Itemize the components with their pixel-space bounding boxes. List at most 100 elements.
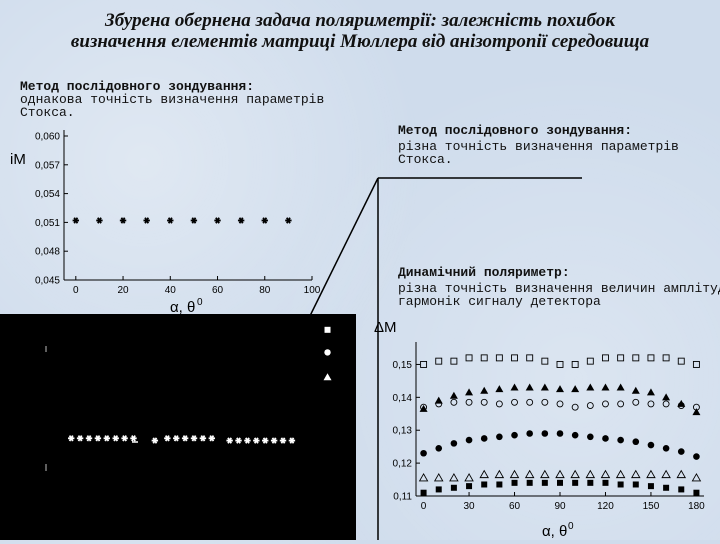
data-point [525, 383, 534, 391]
data-point [76, 435, 84, 442]
data-point [237, 217, 245, 224]
data-point [435, 445, 443, 452]
method-line: різна точність визначення параметрів [398, 139, 679, 154]
data-point [586, 383, 595, 391]
data-point [479, 469, 489, 479]
data-point [587, 433, 594, 441]
data-point [557, 479, 563, 486]
data-point [419, 404, 428, 412]
data-point [526, 430, 533, 437]
data-point [692, 360, 700, 368]
chart-sequential-equal: 0,045 0,048 0,051 0,054 0,057 0,060 0 20 40 60 80 1… [10, 130, 321, 316]
data-point [511, 354, 518, 362]
data-point [572, 479, 579, 486]
data-point [570, 469, 580, 479]
data-point [556, 430, 564, 437]
data-point [646, 388, 655, 396]
data-point [190, 217, 198, 224]
y-tick-label: 0,11 [393, 492, 412, 503]
data-point [68, 435, 75, 442]
data-point [602, 400, 609, 408]
data-point [511, 398, 518, 406]
y-tick-label: 0,060 [35, 132, 60, 143]
x-tick-label: 180 [688, 501, 705, 512]
data-point [692, 408, 701, 416]
data-point [540, 469, 550, 479]
method-line: Стокса. [20, 105, 75, 120]
x-axis-label-sup: 0 [197, 297, 203, 308]
data-point [617, 354, 625, 362]
data-point [480, 354, 488, 362]
data-point [571, 360, 579, 368]
data-point [571, 385, 580, 393]
data-point [420, 360, 428, 368]
data-point [235, 437, 242, 444]
data-point [647, 441, 655, 449]
data-point [632, 481, 639, 488]
data-point [601, 383, 610, 391]
legend-marker-triangle [323, 373, 332, 381]
data-point [662, 400, 670, 408]
data-point [677, 399, 686, 407]
data-point [511, 431, 518, 439]
legend-marker-square [324, 326, 331, 333]
data-point [646, 469, 656, 479]
data-point [631, 469, 641, 479]
y-axis-label: ΔM [374, 319, 397, 336]
data-point [495, 354, 503, 362]
data-point [288, 437, 296, 444]
data-point [103, 435, 110, 442]
data-point [556, 360, 564, 368]
data-point [433, 473, 444, 482]
data-point [167, 217, 174, 224]
data-point [465, 354, 473, 362]
data-point [632, 354, 640, 362]
data-point [586, 357, 594, 365]
data-point [647, 483, 654, 490]
data-point [632, 398, 640, 406]
data-point [151, 437, 159, 444]
data-point [662, 354, 670, 362]
y-tick-label: 0,048 [35, 247, 60, 258]
x-tick-label: 30 [463, 501, 475, 512]
data-point [511, 479, 518, 486]
data-point [262, 437, 269, 444]
data-point [602, 479, 609, 486]
title-line-2: визначення елементів матриці Мюллера від… [70, 31, 650, 52]
data-point [164, 435, 171, 442]
data-point [693, 489, 700, 496]
data-point [556, 385, 564, 393]
data-point [616, 383, 625, 391]
data-point [420, 489, 427, 496]
data-point [526, 354, 534, 362]
data-point [226, 437, 233, 444]
data-point [435, 400, 443, 408]
data-point [615, 469, 626, 479]
data-point [495, 400, 503, 408]
data-point [466, 483, 473, 490]
y-axis-label: iM [10, 151, 26, 168]
method-heading: Метод послідовного зондування: [20, 79, 255, 94]
x-tick-label: 60 [509, 501, 521, 512]
data-point [526, 398, 534, 406]
data-point [121, 435, 128, 442]
data-point [173, 435, 180, 442]
data-point [510, 383, 519, 391]
data-point [481, 481, 488, 488]
data-point [541, 479, 548, 486]
y-tick-label: 0,051 [35, 218, 60, 229]
data-point [244, 437, 251, 444]
data-point [676, 469, 687, 479]
data-point [465, 436, 473, 444]
data-point [96, 217, 103, 224]
data-point [465, 388, 474, 396]
data-point [214, 217, 221, 224]
method-sequential-equal: Метод послідовного зондування: однакова … [20, 80, 340, 119]
data-point [450, 484, 457, 491]
data-point [586, 402, 594, 410]
y-tick-label: 0,13 [393, 426, 413, 437]
connector-diagonal [304, 177, 379, 327]
data-point [677, 357, 685, 365]
data-point [480, 386, 489, 394]
